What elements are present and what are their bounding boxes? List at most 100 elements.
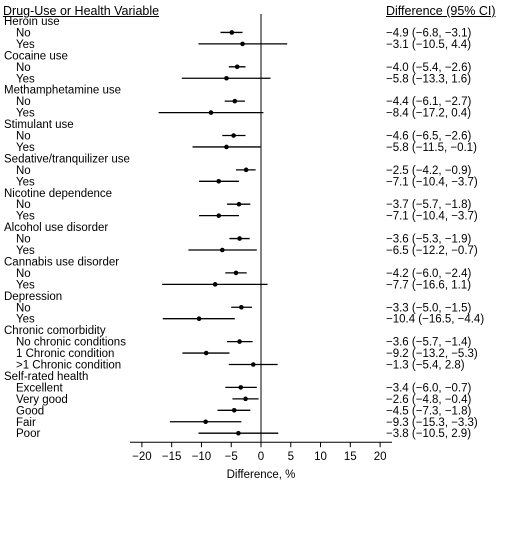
row-label: Yes bbox=[16, 73, 35, 85]
x-tick-label: −15 bbox=[162, 451, 182, 463]
ci-text: −3.3 (−5.0, −1.5) bbox=[386, 302, 472, 314]
point-estimate bbox=[208, 110, 214, 115]
x-tick-label: −5 bbox=[225, 451, 238, 463]
x-tick-label: 0 bbox=[258, 451, 264, 463]
ci-text: −5.8 (−13.3, 1.6) bbox=[386, 73, 471, 85]
ci-text: −8.4 (−17.2, 0.4) bbox=[386, 108, 471, 120]
row-label: No bbox=[16, 131, 31, 143]
ci-text: −5.8 (−11.5, −0.1) bbox=[386, 142, 477, 154]
x-tick-label: −20 bbox=[132, 451, 152, 463]
ci-text: −7.7 (−16.6, 1.1) bbox=[386, 279, 471, 291]
row-label: Yes bbox=[16, 142, 35, 154]
point-estimate bbox=[234, 64, 240, 70]
group-label: Sedative/tranquilizer use bbox=[4, 153, 130, 165]
ci-text: −1.3 (−5.4, 2.8) bbox=[386, 360, 465, 372]
row-label: No bbox=[16, 234, 31, 246]
group-label: Stimulant use bbox=[4, 119, 74, 131]
row-label: Excellent bbox=[16, 382, 63, 394]
ci-text: −6.5 (−12.2, −0.7) bbox=[386, 245, 478, 257]
ci-text: −4.9 (−6.8, −3.1) bbox=[386, 27, 472, 39]
ci-text: −3.7 (−5.7, −1.8) bbox=[386, 199, 472, 211]
ci-text: −9.3 (−15.3, −3.3) bbox=[386, 417, 478, 429]
point-estimate bbox=[216, 179, 222, 184]
point-estimate bbox=[238, 385, 244, 390]
group-label: Cannabis use disorder bbox=[4, 256, 119, 268]
point-estimate bbox=[229, 30, 235, 35]
ci-column-header: Difference (95% CI) bbox=[386, 4, 496, 18]
point-estimate bbox=[237, 236, 242, 241]
x-tick-label: 10 bbox=[314, 451, 327, 463]
point-estimate bbox=[203, 350, 209, 356]
ci-text: −4.4 (−6.1, −2.7) bbox=[386, 96, 472, 108]
ci-text: −10.4 (−16.5, −4.4) bbox=[386, 314, 484, 326]
row-label: Yes bbox=[16, 211, 35, 223]
group-label: Methamphetamine use bbox=[4, 85, 121, 97]
x-tick-label: 5 bbox=[288, 451, 294, 463]
row-label: Yes bbox=[16, 314, 35, 326]
group-label: Cocaine use bbox=[4, 50, 68, 62]
point-estimate bbox=[231, 133, 236, 138]
group-label: Self-rated health bbox=[4, 371, 88, 383]
ci-text: −3.6 (−5.7, −1.4) bbox=[386, 337, 472, 349]
point-estimate bbox=[243, 396, 248, 402]
row-label: Good bbox=[16, 405, 44, 417]
point-estimate bbox=[250, 362, 256, 367]
point-estimate bbox=[239, 304, 244, 310]
ci-text: −4.2 (−6.0, −2.4) bbox=[386, 268, 472, 280]
point-estimate bbox=[216, 213, 222, 218]
point-estimate bbox=[240, 41, 245, 47]
row-label: No bbox=[16, 62, 31, 74]
point-estimate bbox=[219, 247, 225, 253]
ci-text: −3.1 (−10.5, 4.4) bbox=[386, 39, 471, 51]
point-estimate bbox=[237, 339, 242, 344]
row-label: Poor bbox=[16, 428, 40, 440]
group-label: Alcohol use disorder bbox=[4, 222, 108, 234]
variable-column-header: Drug-Use or Health Variable bbox=[3, 4, 160, 18]
row-label: No bbox=[16, 165, 31, 177]
point-estimate bbox=[233, 270, 239, 276]
x-tick-label: −10 bbox=[192, 451, 212, 463]
row-label: Yes bbox=[16, 279, 35, 291]
point-estimate bbox=[196, 316, 202, 322]
ci-text: −3.6 (−5.3, −1.9) bbox=[386, 234, 472, 246]
row-label: Yes bbox=[16, 176, 35, 188]
x-tick-label: 15 bbox=[344, 451, 357, 463]
ci-text: −9.2 (−13.2, −5.3) bbox=[386, 348, 478, 360]
x-axis-label: Difference, % bbox=[227, 469, 296, 481]
ci-text: −2.6 (−4.8, −0.4) bbox=[386, 394, 472, 406]
point-estimate bbox=[231, 408, 237, 413]
ci-text: −7.1 (−10.4, −3.7) bbox=[386, 176, 478, 188]
ci-text: −4.5 (−7.3, −1.8) bbox=[386, 405, 472, 417]
ci-text: −3.4 (−6.0, −0.7) bbox=[386, 382, 472, 394]
row-label: No bbox=[16, 268, 31, 280]
point-estimate bbox=[224, 144, 229, 150]
row-label: Yes bbox=[16, 39, 35, 51]
row-label: Fair bbox=[16, 417, 36, 429]
row-label: >1 Chronic condition bbox=[16, 360, 121, 372]
ci-text: −7.1 (−10.4, −3.7) bbox=[386, 211, 478, 223]
point-estimate bbox=[243, 167, 249, 173]
group-label: Heroin use bbox=[4, 16, 60, 28]
row-label: Very good bbox=[16, 394, 68, 406]
row-label: No bbox=[16, 96, 31, 108]
x-tick-label: 20 bbox=[374, 451, 387, 463]
ci-text: −2.5 (−4.2, −0.9) bbox=[386, 165, 472, 177]
row-label: No chronic conditions bbox=[16, 337, 126, 349]
group-label: Nicotine dependence bbox=[4, 188, 112, 200]
point-estimate bbox=[232, 98, 238, 104]
row-label: No bbox=[16, 27, 31, 39]
group-label: Chronic comorbidity bbox=[4, 325, 106, 337]
row-label: Yes bbox=[16, 245, 35, 257]
row-label: No bbox=[16, 199, 31, 211]
group-label: Depression bbox=[4, 291, 62, 303]
point-estimate bbox=[236, 201, 242, 207]
point-estimate bbox=[224, 75, 229, 81]
ci-text: −4.0 (−5.4, −2.6) bbox=[386, 62, 472, 74]
row-label: 1 Chronic condition bbox=[16, 348, 114, 360]
point-estimate bbox=[236, 430, 241, 436]
row-label: No bbox=[16, 302, 31, 314]
ci-text: −4.6 (−6.5, −2.6) bbox=[386, 131, 472, 143]
point-estimate bbox=[212, 282, 218, 287]
